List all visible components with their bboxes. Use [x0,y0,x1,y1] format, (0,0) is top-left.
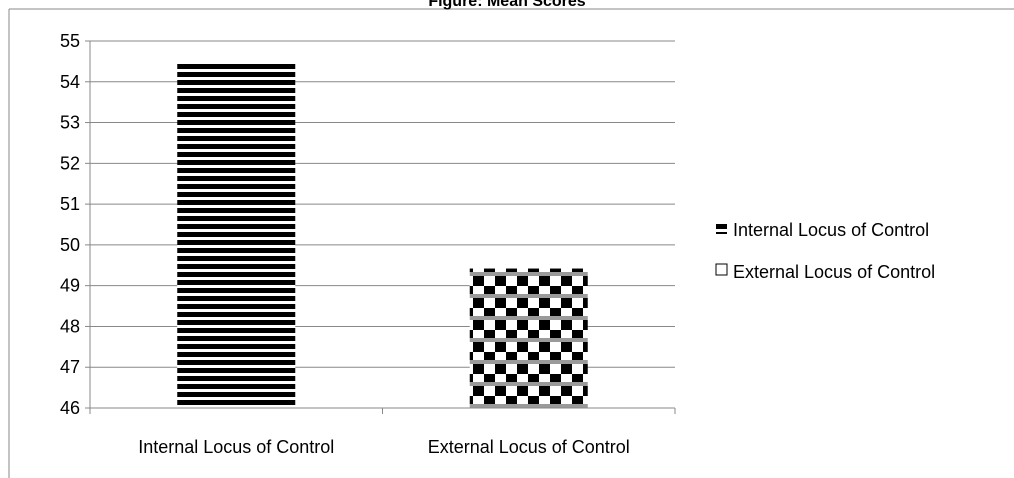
legend-label-external: External Locus of Control [733,262,935,282]
y-tick-label: 48 [60,316,80,336]
y-tick-label: 47 [60,357,80,377]
bars [89,63,676,414]
y-tick-label: 53 [60,113,80,133]
bar-internal [177,63,296,409]
x-category-label: External Locus of Control [428,437,630,457]
category-labels: Internal Locus of Control External Locus … [138,437,630,457]
x-category-label: Internal Locus of Control [138,437,334,457]
legend-swatch-external [715,263,728,276]
y-tick-label: 52 [60,153,80,173]
chart-title: Figure: Mean Scores [428,0,585,10]
y-tick-label: 54 [60,72,80,92]
legend-swatch-internal [716,223,727,234]
legend-item-internal: Internal Locus of Control [716,220,929,240]
legend-label-internal: Internal Locus of Control [733,220,929,240]
y-tick-label: 49 [60,276,80,296]
legend: Internal Locus of Control External Locus… [715,220,935,282]
legend-item-external: External Locus of Control [715,262,935,282]
y-tick-label: 46 [60,398,80,418]
y-tick-label: 55 [60,31,80,51]
y-axis-tick-labels: 46 47 48 49 50 51 52 53 54 55 [60,31,80,418]
y-tick-label: 51 [60,194,80,214]
y-tick-label: 50 [60,235,80,255]
bar-external [469,268,588,408]
